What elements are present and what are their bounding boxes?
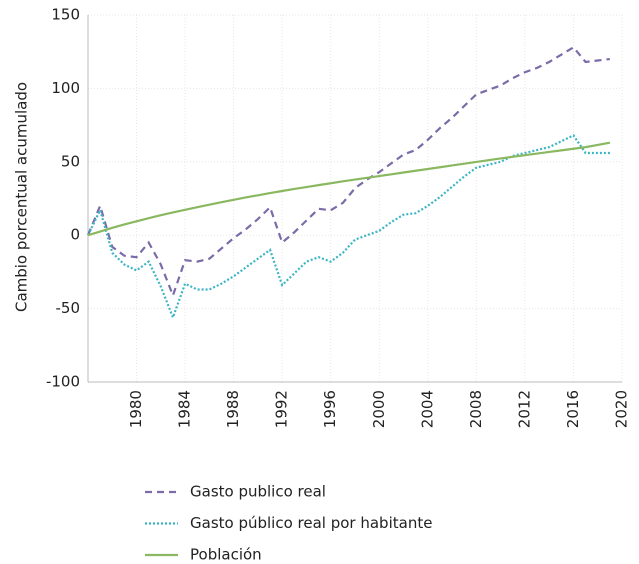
x-tick-label: 2016 bbox=[564, 390, 582, 428]
series-line bbox=[87, 141, 611, 237]
x-tick-label: 2012 bbox=[515, 390, 533, 428]
y-tick-label: 150 bbox=[51, 6, 80, 24]
legend-label: Gasto publico real bbox=[190, 483, 326, 501]
x-tick-label: 2004 bbox=[418, 390, 436, 428]
y-tick-label: 50 bbox=[61, 152, 80, 170]
x-tick-label: 1984 bbox=[176, 390, 194, 428]
legend-label: Gasto público real por habitante bbox=[190, 514, 432, 532]
x-tick-label: 2008 bbox=[467, 390, 485, 428]
y-tick-label: -50 bbox=[56, 299, 81, 317]
y-tick-label: -100 bbox=[46, 373, 80, 391]
series-line bbox=[86, 45, 610, 299]
x-tick-label: 2020 bbox=[613, 390, 631, 428]
x-tick-label: 1988 bbox=[224, 390, 242, 428]
x-tick-label: 1980 bbox=[127, 390, 145, 428]
legend-label: Población bbox=[190, 546, 262, 564]
y-tick-label: 0 bbox=[70, 226, 80, 244]
x-tick-label: 1992 bbox=[273, 390, 291, 428]
x-tick-label: 1996 bbox=[321, 390, 339, 428]
y-tick-label: 100 bbox=[51, 79, 80, 97]
x-tick-label: 2000 bbox=[370, 390, 388, 428]
series-line bbox=[87, 133, 610, 321]
y-axis-label: Cambio porcentual acumulado bbox=[13, 82, 31, 312]
